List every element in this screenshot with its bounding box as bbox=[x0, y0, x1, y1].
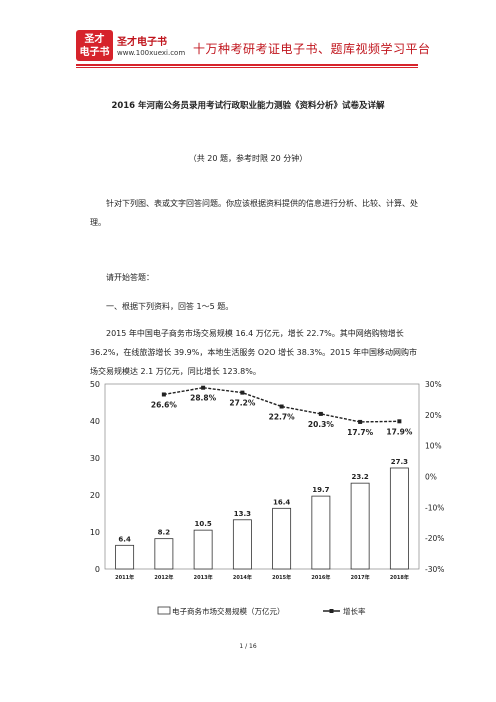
right-tick-label: 0% bbox=[425, 473, 437, 482]
passage-paragraph: 2015 年中国电子商务市场交易规模 16.4 万亿元，增长 22.7%。其中网… bbox=[90, 329, 417, 376]
x-tick-label: 2018年 bbox=[390, 574, 409, 581]
x-tick-label: 2012年 bbox=[154, 574, 173, 581]
bar-value-label: 10.5 bbox=[194, 520, 211, 528]
ecommerce-chart: 0 10 20 30 40 50 -30% -20% -10% 0% 10% 20% 30% 2011年 2… bbox=[90, 380, 445, 616]
brand-name: 圣才电子书 bbox=[117, 37, 167, 48]
legend-line-label: 增长率 bbox=[343, 606, 366, 616]
growth-point bbox=[240, 390, 245, 395]
growth-label: 22.7% bbox=[269, 413, 296, 422]
header-slogan: 十万种考研考证电子书、题库视频学习平台 bbox=[193, 42, 431, 56]
bar-series: 6.4 8.2 10.5 13.3 16.4 19.7 23.2 27.3 bbox=[115, 458, 409, 570]
bar-value-label: 23.2 bbox=[351, 473, 368, 481]
section-heading: 一、根据下列资料，回答 1～5 题。 bbox=[106, 302, 234, 311]
doc-subtitle: （共 20 题，参考时限 20 分钟） bbox=[188, 154, 308, 163]
growth-point bbox=[358, 419, 363, 424]
x-tick-label: 2013年 bbox=[194, 574, 213, 581]
x-tick-label: 2015年 bbox=[272, 574, 291, 581]
bar-value-label: 19.7 bbox=[312, 486, 329, 494]
bar-value-label: 27.3 bbox=[391, 458, 408, 466]
bar-value-label: 8.2 bbox=[158, 529, 171, 537]
right-tick-label: -30% bbox=[425, 565, 444, 574]
growth-label: 17.9% bbox=[386, 427, 413, 436]
left-tick-label: 30 bbox=[90, 454, 100, 463]
brand-url: www.100xuexi.com bbox=[117, 49, 186, 57]
growth-point bbox=[279, 404, 284, 409]
bar bbox=[193, 529, 213, 570]
bar bbox=[350, 482, 370, 570]
doc-title: 2016 年河南公务员录用考试行政职业能力测验《资料分析》试卷及详解 bbox=[111, 101, 385, 111]
growth-label: 20.3% bbox=[308, 420, 335, 429]
chart-legend: 电子商务市场交易规模（万亿元） 增长率 bbox=[157, 606, 366, 616]
plot-frame bbox=[104, 383, 420, 570]
bar-value-label: 13.3 bbox=[234, 510, 251, 518]
growth-point bbox=[161, 392, 166, 397]
left-tick-label: 50 bbox=[90, 380, 100, 389]
bar bbox=[154, 538, 174, 570]
chart-axes: 0 10 20 30 40 50 -30% -20% -10% 0% 10% 20% 30% 2011年 2… bbox=[90, 380, 445, 581]
legend-bar-swatch bbox=[157, 606, 171, 615]
legend-bar-label: 电子商务市场交易规模（万亿元） bbox=[172, 606, 285, 616]
x-tick-label: 2016年 bbox=[311, 574, 330, 581]
logo-text-1: 圣才 bbox=[84, 34, 105, 45]
right-tick-label: -10% bbox=[425, 503, 444, 512]
growth-label: 17.7% bbox=[347, 428, 374, 437]
bar bbox=[311, 495, 331, 570]
bar bbox=[232, 519, 252, 570]
bar bbox=[272, 507, 292, 570]
left-tick-label: 40 bbox=[90, 417, 100, 426]
right-tick-label: 20% bbox=[425, 411, 442, 420]
growth-label: 26.6% bbox=[151, 400, 178, 409]
line-series: 26.6% 28.8% 27.2% 22.7% 20.3% 17.7% 17.9% bbox=[151, 385, 413, 437]
x-tick-label: 2017年 bbox=[351, 574, 370, 581]
legend-line-marker bbox=[329, 609, 334, 613]
x-tick-label: 2011年 bbox=[115, 574, 134, 581]
logo: 圣才 电子书 bbox=[76, 30, 113, 61]
left-tick-label: 0 bbox=[95, 565, 100, 574]
left-tick-label: 20 bbox=[90, 491, 100, 500]
page-number: 1 / 16 bbox=[239, 643, 257, 650]
header-rule-thin bbox=[76, 67, 418, 68]
logo-text-2: 电子书 bbox=[79, 47, 110, 58]
left-tick-label: 10 bbox=[90, 528, 100, 537]
growth-point bbox=[397, 419, 402, 424]
growth-point bbox=[201, 385, 206, 390]
page-header: 圣才 电子书 圣才电子书 www.100xuexi.com 十万种考研考证电子书… bbox=[0, 0, 496, 68]
start-text: 请开始答题： bbox=[106, 273, 154, 282]
instruction-paragraph: 针对下列图、表或文字回答问题。你应该根据资料提供的信息进行分析、比较、计算、处理… bbox=[90, 199, 418, 227]
bar-value-label: 6.4 bbox=[118, 535, 131, 543]
bar bbox=[115, 544, 135, 570]
header-rule bbox=[76, 64, 418, 66]
bar-value-label: 16.4 bbox=[273, 498, 290, 506]
bar bbox=[389, 467, 409, 570]
right-tick-label: -20% bbox=[425, 534, 444, 543]
growth-label: 27.2% bbox=[229, 399, 256, 408]
growth-label: 28.8% bbox=[190, 394, 217, 403]
right-tick-label: 10% bbox=[425, 442, 442, 451]
growth-point bbox=[318, 411, 323, 416]
x-tick-label: 2014年 bbox=[233, 574, 252, 581]
right-tick-label: 30% bbox=[425, 380, 442, 389]
